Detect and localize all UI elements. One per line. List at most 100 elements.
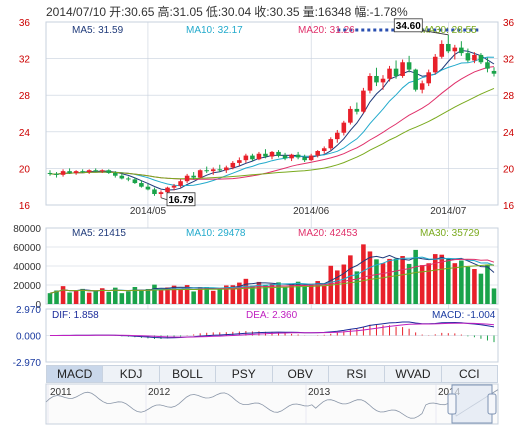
candle-body xyxy=(302,157,307,161)
volume-bar xyxy=(485,264,490,304)
candle xyxy=(139,180,144,188)
price-xtick: 2014/05 xyxy=(130,206,167,217)
tab-kdj[interactable]: KDJ xyxy=(103,366,160,382)
candle-body xyxy=(315,151,320,156)
candle-body xyxy=(439,43,445,57)
candle-body xyxy=(478,54,484,63)
candle xyxy=(289,153,294,162)
volume-bar xyxy=(230,285,236,304)
price-frame xyxy=(45,21,499,206)
price-ytick-right: 20 xyxy=(503,164,515,175)
candle xyxy=(99,169,105,173)
candle-body xyxy=(165,187,170,193)
candle-body xyxy=(158,192,164,195)
macd-ytick: 0.000 xyxy=(16,332,41,343)
candle-body xyxy=(237,160,242,163)
volume-bar xyxy=(224,285,229,304)
candle-body xyxy=(126,178,131,180)
price-ma-label: MA30: 28.55 xyxy=(420,25,477,36)
candle xyxy=(387,65,392,82)
tab-psy[interactable]: PSY xyxy=(216,366,273,382)
candle-body xyxy=(93,170,98,172)
candle xyxy=(67,168,72,174)
candle-body xyxy=(308,155,314,161)
volume-bar xyxy=(73,290,79,304)
candle-body xyxy=(282,155,288,159)
candle xyxy=(321,146,327,154)
candle xyxy=(328,137,334,151)
candle-body xyxy=(419,83,425,90)
volume-bar xyxy=(119,293,125,304)
candle-body xyxy=(361,90,366,112)
candle xyxy=(113,171,118,178)
tab-rsi[interactable]: RSI xyxy=(329,366,386,382)
candle-body xyxy=(132,179,138,184)
price-ma-label: MA20: 31.26 xyxy=(298,25,355,36)
volume-bar xyxy=(491,288,497,304)
navigator-drag-handle[interactable] xyxy=(447,393,457,415)
price-ytick-left: 24 xyxy=(19,128,31,139)
volume-bar xyxy=(132,286,138,304)
candle-body xyxy=(393,68,399,76)
volume-bar xyxy=(145,288,151,304)
low-callout-label: 16.79 xyxy=(168,195,193,206)
candle xyxy=(432,54,438,75)
tab-cci[interactable]: CCI xyxy=(458,367,480,381)
candle-body xyxy=(491,70,497,74)
low-callout-box xyxy=(166,192,196,207)
candle xyxy=(132,177,138,184)
candle xyxy=(400,59,405,78)
volume-bar xyxy=(250,285,255,304)
volume-bar xyxy=(126,291,131,304)
volume-bar xyxy=(400,256,405,304)
candle xyxy=(178,179,183,188)
navigator-year-label: 2014 xyxy=(438,387,461,398)
volume-bar xyxy=(302,286,307,304)
candle xyxy=(367,73,373,94)
candle xyxy=(171,183,177,191)
volume-bar xyxy=(191,291,196,304)
macd-ytick: 2.970 xyxy=(16,305,41,316)
candle xyxy=(93,168,98,173)
candle-body xyxy=(426,72,431,84)
candle-body xyxy=(86,170,92,173)
volume-bar xyxy=(478,273,484,304)
navigator-drag-handle[interactable] xyxy=(487,393,497,415)
candle xyxy=(426,69,431,87)
low-callout-line xyxy=(160,197,168,201)
candle-body xyxy=(341,122,347,133)
candle-body xyxy=(99,170,105,172)
volume-ma-label: MA30: 35729 xyxy=(420,228,480,239)
candle-body xyxy=(269,151,275,157)
volume-bar xyxy=(452,263,458,304)
candle-body xyxy=(367,75,373,91)
tab-macd[interactable]: MACD xyxy=(47,366,104,382)
high-callout-label: 34.60 xyxy=(396,21,421,32)
navigator-frame xyxy=(45,383,499,425)
candle xyxy=(184,173,190,184)
price-ytick-right: 16 xyxy=(503,201,515,212)
volume-bar xyxy=(67,292,72,304)
tab-wvad[interactable]: WVAD xyxy=(385,366,442,382)
navigator-year-label: 2012 xyxy=(148,387,171,398)
candle-body xyxy=(217,169,223,171)
navigator-panel[interactable]: 2011 2012 2013 2014 xyxy=(45,383,499,425)
tab-boll[interactable]: BOLL xyxy=(160,366,217,382)
candle xyxy=(282,152,288,161)
price-ytick-left: 28 xyxy=(19,91,31,102)
candle xyxy=(54,172,59,178)
volume-bar xyxy=(341,264,347,304)
tab-obv[interactable]: OBV xyxy=(273,366,329,382)
candle xyxy=(315,150,320,158)
volume-bar xyxy=(439,254,445,304)
candle xyxy=(119,173,125,180)
navigator-range-window[interactable] xyxy=(451,384,493,424)
candle-body xyxy=(250,155,255,160)
macd-panel: 2.970 0.000 -2.970 DIF: 1.858 DEA: 2.360 MACD… xyxy=(13,305,499,369)
volume-bar xyxy=(171,285,177,304)
candle-body xyxy=(47,172,53,174)
candle xyxy=(472,52,477,64)
volume-bar xyxy=(393,258,399,304)
candle-body xyxy=(113,172,118,176)
